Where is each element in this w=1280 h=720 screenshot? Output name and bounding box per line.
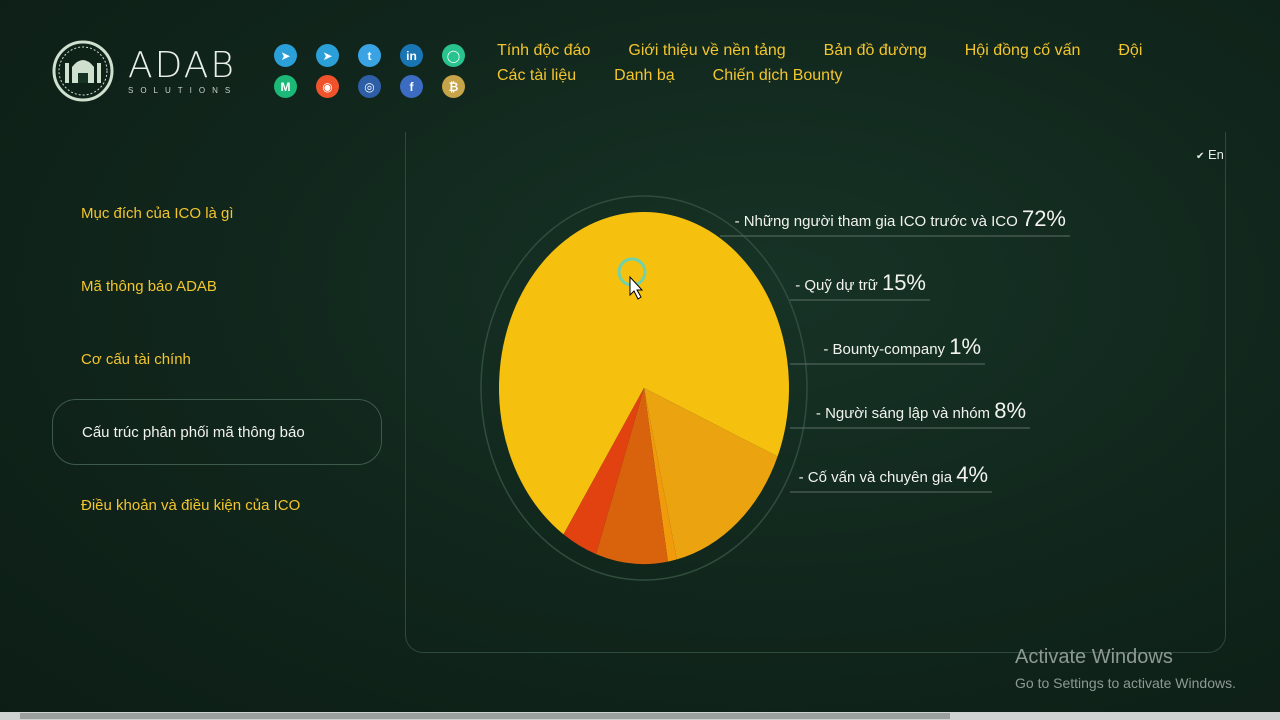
bitcoin-icon[interactable]: ₿: [442, 75, 465, 98]
telegram-icon-2[interactable]: ➤: [316, 44, 339, 67]
social-links: ➤ ➤ t in ◯ M ◉ ◎ f ₿: [274, 44, 466, 98]
scrollbar-thumb[interactable]: [20, 713, 950, 719]
slice-percent: 8%: [994, 398, 1026, 423]
nav-link-team[interactable]: Đội: [1118, 41, 1143, 59]
sidebar-item-token-distribution[interactable]: Cấu trúc phân phối mã thông báo: [52, 399, 382, 465]
sidebar-item-label: Cơ cấu tài chính: [81, 350, 191, 368]
slice-label: - Quỹ dự trữ 15%: [795, 270, 926, 295]
nav-link-contacts[interactable]: Danh bạ: [614, 66, 675, 84]
nav-link-uniqueness[interactable]: Tính độc đáo: [497, 41, 591, 59]
language-selector[interactable]: ✔ En: [1196, 147, 1224, 162]
watermark-title: Activate Windows: [1015, 646, 1173, 668]
telegram-icon[interactable]: ➤: [274, 44, 297, 67]
pie-slice: [563, 388, 644, 555]
github-icon[interactable]: ◎: [358, 75, 381, 98]
reddit-icon[interactable]: ◉: [316, 75, 339, 98]
sidebar-item-label: Mã thông báo ADAB: [81, 277, 217, 295]
slice-label: - Bounty-company 1%: [823, 334, 981, 359]
brand-logo[interactable]: ADAB SOLUTIONS: [52, 35, 237, 107]
chevron-down-icon: ✔: [1196, 151, 1205, 162]
linkedin-icon[interactable]: in: [400, 44, 423, 67]
sidebar-item-label: Cấu trúc phân phối mã thông báo: [82, 423, 305, 441]
pie-slice: [644, 388, 778, 560]
mouse-cursor-icon: [629, 275, 644, 300]
slice-label: - Người sáng lập và nhóm 8%: [816, 398, 1026, 423]
brand-name: ADAB: [128, 44, 236, 86]
slice-label: - Những người tham gia ICO trước và ICO …: [735, 206, 1066, 231]
nav-link-advisors[interactable]: Hội đồng cố vấn: [964, 41, 1081, 59]
slice-percent: 1%: [949, 334, 981, 359]
top-nav: Tính độc đáo Giới thiệu về nền tảng Bản …: [497, 38, 1142, 88]
nav-link-roadmap[interactable]: Bản đồ đường: [823, 41, 927, 59]
sidebar-menu: Mục đích của ICO là gì Mã thông báo ADAB…: [52, 180, 382, 545]
sidebar-item-ico-terms[interactable]: Điều khoản và điều kiện của ICO: [52, 472, 382, 538]
slice-percent: 72%: [1022, 206, 1066, 231]
nav-link-documents[interactable]: Các tài liệu: [497, 66, 577, 84]
pie-slice: [644, 388, 677, 562]
facebook-icon[interactable]: f: [400, 75, 423, 98]
twitter-icon[interactable]: t: [358, 44, 381, 67]
sidebar-item-label: Điều khoản và điều kiện của ICO: [81, 496, 301, 514]
nav-row-2: Các tài liệu Danh bạ Chiến dịch Bounty: [497, 63, 1142, 88]
sidebar-item-adab-token[interactable]: Mã thông báo ADAB: [52, 253, 382, 319]
sidebar-item-financial-structure[interactable]: Cơ cấu tài chính: [52, 326, 382, 392]
nav-row-1: Tính độc đáo Giới thiệu về nền tảng Bản …: [497, 38, 1142, 63]
slice-label: - Cố vấn và chuyên gia 4%: [799, 462, 988, 487]
medium-icon[interactable]: M: [274, 75, 297, 98]
chart-panel: [405, 132, 1226, 653]
chat-icon[interactable]: ◯: [442, 44, 465, 67]
nav-link-bounty[interactable]: Chiến dịch Bounty: [712, 66, 843, 84]
brand-sub: SOLUTIONS: [128, 85, 238, 95]
pie-slice: [596, 388, 668, 564]
slice-percent: 4%: [956, 462, 988, 487]
pie-outer-ring: [480, 195, 808, 581]
slice-percent: 15%: [882, 270, 926, 295]
watermark-subtitle: Go to Settings to activate Windows.: [1015, 675, 1236, 691]
sidebar-item-label: Mục đích của ICO là gì: [81, 204, 234, 222]
activate-windows-watermark: Activate Windows Go to Settings to activ…: [1015, 646, 1236, 691]
language-label: En: [1208, 147, 1224, 162]
sidebar-item-ico-purpose[interactable]: Mục đích của ICO là gì: [52, 180, 382, 246]
mosque-logo-icon: [52, 40, 114, 102]
nav-link-platform[interactable]: Giới thiệu về nền tảng: [628, 41, 786, 59]
pie-slice: [498, 212, 789, 535]
